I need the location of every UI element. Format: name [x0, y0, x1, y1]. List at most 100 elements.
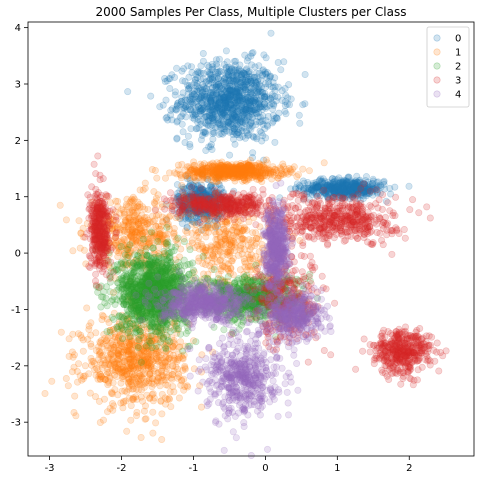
data-point [244, 131, 252, 139]
data-point [130, 204, 138, 212]
data-point [171, 106, 179, 114]
data-point [217, 267, 225, 275]
data-point [80, 246, 88, 254]
data-point [222, 99, 230, 107]
data-point [154, 368, 162, 376]
data-point [222, 64, 230, 72]
data-point [186, 180, 194, 188]
data-point [226, 90, 234, 98]
data-point [238, 169, 246, 177]
data-point [108, 389, 116, 397]
data-point [183, 382, 191, 390]
data-point [242, 104, 250, 112]
data-point [156, 103, 164, 111]
data-point [305, 167, 313, 175]
data-point [161, 362, 169, 370]
data-point [211, 223, 219, 231]
data-point [224, 71, 232, 79]
data-point [207, 96, 215, 104]
data-point [188, 95, 196, 103]
data-point [231, 99, 239, 107]
data-point [199, 106, 207, 114]
data-point [234, 119, 242, 127]
data-point [207, 242, 215, 250]
data-point [207, 94, 215, 102]
data-point [299, 165, 307, 173]
data-point [254, 77, 262, 85]
data-point [124, 379, 132, 387]
data-point [271, 138, 279, 146]
data-point [68, 368, 76, 376]
data-point [281, 85, 289, 93]
data-point [259, 67, 267, 75]
data-point [62, 374, 70, 382]
data-point [161, 75, 169, 83]
data-point [75, 217, 83, 225]
data-point [257, 129, 265, 137]
data-point [206, 122, 214, 130]
data-point [246, 120, 254, 128]
data-point [256, 113, 264, 121]
data-point [243, 127, 251, 135]
data-point [117, 258, 125, 266]
data-point [144, 364, 152, 372]
data-point [210, 104, 218, 112]
data-point [146, 218, 154, 226]
data-point [261, 100, 269, 108]
data-point [405, 182, 413, 190]
data-point [210, 170, 218, 178]
data-point [313, 183, 321, 191]
data-point [232, 130, 240, 138]
data-point [182, 171, 190, 179]
data-point [120, 397, 128, 405]
data-point [41, 389, 49, 397]
data-point [259, 112, 267, 120]
data-point [199, 49, 207, 57]
data-point [260, 93, 268, 101]
data-point [155, 225, 163, 233]
data-point [177, 97, 185, 105]
data-point [71, 351, 79, 359]
data-point [258, 161, 266, 169]
data-point [210, 129, 218, 137]
data-point [194, 118, 202, 126]
data-point [220, 74, 228, 82]
data-point [136, 226, 144, 234]
data-point [140, 383, 148, 391]
data-point [224, 94, 232, 102]
data-point [236, 116, 244, 124]
data-point [131, 371, 139, 379]
data-point [198, 106, 206, 114]
data-point [223, 113, 231, 121]
data-point [212, 90, 220, 98]
data-point [197, 136, 205, 144]
data-point [238, 124, 246, 132]
data-point [282, 110, 290, 118]
data-point [221, 104, 229, 112]
data-point [224, 113, 232, 121]
data-point [114, 355, 122, 363]
data-point [239, 133, 247, 141]
data-point [221, 103, 229, 111]
data-point [150, 188, 158, 196]
data-point [224, 85, 232, 93]
data-point [56, 201, 64, 209]
data-point [212, 68, 220, 76]
data-point [259, 72, 267, 80]
data-point [206, 76, 214, 84]
data-point [178, 377, 186, 385]
data-point [123, 427, 131, 435]
data-point [229, 124, 237, 132]
data-point [117, 243, 125, 251]
data-point [221, 84, 229, 92]
data-point [188, 220, 196, 228]
data-point [228, 111, 236, 119]
data-point [233, 72, 241, 80]
data-point [216, 121, 224, 129]
data-point [240, 83, 248, 91]
data-point [196, 86, 204, 94]
data-point [241, 76, 249, 84]
data-point [87, 319, 95, 327]
data-point [210, 117, 218, 125]
data-point [224, 68, 232, 76]
